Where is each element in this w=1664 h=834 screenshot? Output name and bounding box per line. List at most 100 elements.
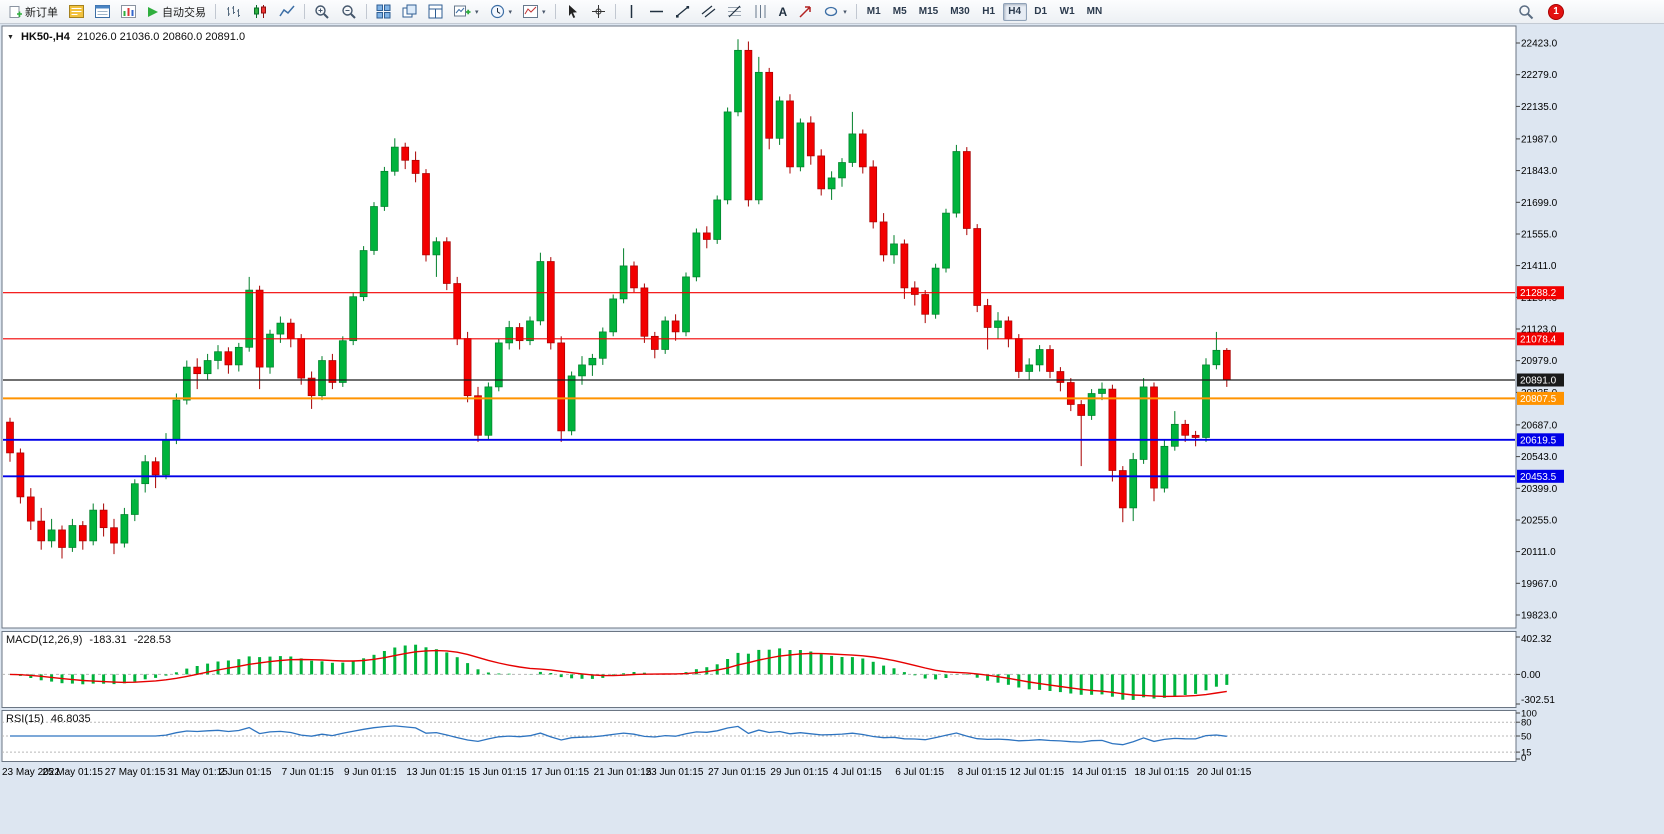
fibonacci-button[interactable] [722, 2, 747, 22]
cursor-button[interactable] [560, 2, 585, 22]
time-axis-label: 7 Jun 01:15 [281, 767, 334, 778]
crosshair-button[interactable] [586, 2, 611, 22]
price-chart-svg[interactable]: 22423.0 22279.0 22135.0 21987.0 21843.0 21699… [0, 25, 1664, 629]
fibonacci-retracement-icon [727, 4, 742, 19]
time-axis-label: 13 Jun 01:15 [406, 767, 465, 778]
line-chart-button[interactable] [274, 2, 300, 22]
time-axis-label: 20 Jul 01:15 [1196, 767, 1252, 778]
timeframe-m5-button[interactable]: M5 [888, 3, 912, 21]
bar-chart-button[interactable] [220, 2, 246, 22]
vertical-line-button[interactable] [620, 2, 643, 22]
cycle-lines-button[interactable] [748, 2, 773, 22]
dropdown-icon: ▾ [508, 8, 513, 16]
zoom-in-button[interactable] [309, 2, 335, 22]
timeframe-mn-button[interactable]: MN [1082, 3, 1108, 21]
macd-signal-value: -228.53 [133, 634, 172, 646]
macd-chart-svg[interactable]: 402.32 0.00 -302.51 [0, 631, 1664, 708]
navigator-button[interactable] [116, 2, 141, 22]
rsi-value: 46.8035 [50, 713, 91, 725]
time-axis-label: 14 Jul 01:15 [1072, 767, 1127, 778]
notification-badge[interactable]: 1 [1548, 3, 1564, 20]
svg-text:21078.4: 21078.4 [1520, 334, 1557, 345]
new-order-button[interactable]: 新订单 [4, 2, 63, 22]
zoom-out-button[interactable] [336, 2, 362, 22]
horizontal-line-button[interactable] [644, 2, 669, 22]
toolbar-separator [215, 4, 216, 19]
time-axis[interactable]: 23 May 2022 25 May 01:15 27 May 01:15 31 Ma… [0, 764, 1664, 784]
periods-button[interactable]: ▾ [485, 2, 518, 22]
ohlc-values: 21026.0 21036.0 20860.0 20891.0 [76, 31, 246, 43]
svg-text:21843.0: 21843.0 [1521, 166, 1558, 177]
cascade-windows-button[interactable] [397, 2, 422, 22]
time-axis-label: 27 May 01:15 [104, 767, 166, 778]
arrows-tool-button[interactable] [793, 2, 818, 22]
new-chart-button[interactable]: ▾ [449, 2, 484, 22]
rsi-name: RSI(15) [6, 713, 44, 725]
svg-text:402.32: 402.32 [1521, 634, 1552, 645]
svg-text:20453.5: 20453.5 [1520, 472, 1557, 483]
rsi-title: RSI(15) 46.8035 [6, 713, 91, 725]
timeframe-h1-button[interactable]: H1 [977, 3, 1001, 21]
line-chart-icon [279, 4, 295, 19]
svg-text:20543.0: 20543.0 [1521, 452, 1558, 463]
arrange-windows-button[interactable] [423, 2, 448, 22]
timeframe-w1-button[interactable]: W1 [1055, 3, 1080, 21]
channel-button[interactable] [696, 2, 721, 22]
time-axis-label: 18 Jul 01:15 [1134, 767, 1189, 778]
text-tool-icon: A [778, 4, 788, 19]
trendline-button[interactable] [670, 2, 695, 22]
search-button[interactable] [1513, 2, 1539, 22]
svg-text:20979.0: 20979.0 [1521, 356, 1558, 367]
candlestick-chart-button[interactable] [247, 2, 273, 22]
new-chart-icon [454, 4, 471, 19]
time-axis-label: 8 Jul 01:15 [957, 767, 1007, 778]
clock-icon [490, 4, 505, 19]
dropdown-icon: ▾ [475, 8, 479, 16]
time-axis-label: 6 Jul 01:15 [895, 767, 945, 778]
collapse-triangle-icon[interactable]: ▼ [7, 33, 14, 41]
main-toolbar: 新订单 自动交易 ▾ ▾ ▾ A ▾ M1 M5 M15 M30 H1 H4 D1 W1 MN … [0, 0, 1664, 24]
toolbar-separator [614, 4, 616, 19]
data-window-button[interactable] [90, 2, 115, 22]
timeframe-m15-button[interactable]: M15 [914, 3, 943, 21]
cycle-lines-icon [753, 4, 768, 19]
timeframe-m1-button[interactable]: M1 [862, 3, 886, 21]
time-axis-label: 23 Jun 01:15 [645, 767, 704, 778]
auto-trading-button[interactable]: 自动交易 [142, 2, 211, 22]
candlestick-chart-icon [252, 4, 268, 19]
trendline-icon [675, 4, 690, 19]
vertical-line-icon [625, 4, 638, 19]
time-axis-label: 25 May 01:15 [42, 767, 103, 778]
timeframe-m30-button[interactable]: M30 [945, 3, 974, 21]
time-axis-label: 17 Jun 01:15 [531, 767, 590, 778]
svg-text:21699.0: 21699.0 [1521, 198, 1558, 209]
market-watch-button[interactable] [64, 2, 89, 22]
svg-text:80: 80 [1521, 718, 1532, 729]
svg-text:20399.0: 20399.0 [1521, 484, 1558, 495]
macd-panel: MACD(12,26,9) -183.31 -228.53 402.32 0.00… [0, 631, 1664, 708]
time-axis-label: 9 Jun 01:15 [344, 767, 397, 778]
time-axis-label: 23 May 2022 [2, 767, 60, 778]
zoom-in-icon [314, 4, 330, 20]
svg-text:20111.0: 20111.0 [1521, 547, 1556, 558]
templates-button[interactable]: ▾ [518, 2, 551, 22]
time-axis-label: 4 Jul 01:15 [832, 767, 882, 778]
svg-text:20807.5: 20807.5 [1520, 394, 1557, 405]
svg-text:100: 100 [1521, 710, 1537, 720]
toolbar-separator [554, 4, 556, 19]
time-axis-label: 15 Jun 01:15 [468, 767, 527, 778]
timeframe-h4-button[interactable]: H4 [1002, 2, 1027, 21]
svg-text:-302.51: -302.51 [1521, 695, 1555, 706]
toolbar-right-group: 1 [1513, 2, 1564, 22]
rsi-panel: RSI(15) 46.8035 100 80 50 15 0 [0, 710, 1664, 762]
cascade-windows-icon [402, 4, 417, 19]
shapes-button[interactable]: ▾ [819, 2, 852, 22]
tile-windows-button[interactable] [371, 2, 396, 22]
shapes-icon [824, 4, 839, 19]
timeframe-d1-button[interactable]: D1 [1029, 3, 1053, 21]
svg-text:15: 15 [1521, 748, 1532, 759]
svg-text:21288.2: 21288.2 [1520, 288, 1557, 299]
text-tool-button[interactable]: A [774, 2, 793, 22]
svg-text:21987.0: 21987.0 [1521, 134, 1558, 145]
